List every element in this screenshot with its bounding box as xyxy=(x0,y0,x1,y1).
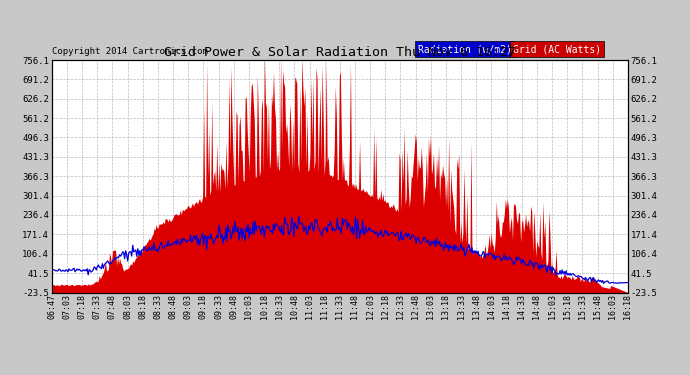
Text: Copyright 2014 Cartronics.com: Copyright 2014 Cartronics.com xyxy=(52,47,208,56)
Title: Grid Power & Solar Radiation Thu Nov 6 16:27: Grid Power & Solar Radiation Thu Nov 6 1… xyxy=(164,46,516,59)
Text: Radiation (w/m2): Radiation (w/m2) xyxy=(417,44,511,54)
Text: Grid (AC Watts): Grid (AC Watts) xyxy=(513,44,601,54)
